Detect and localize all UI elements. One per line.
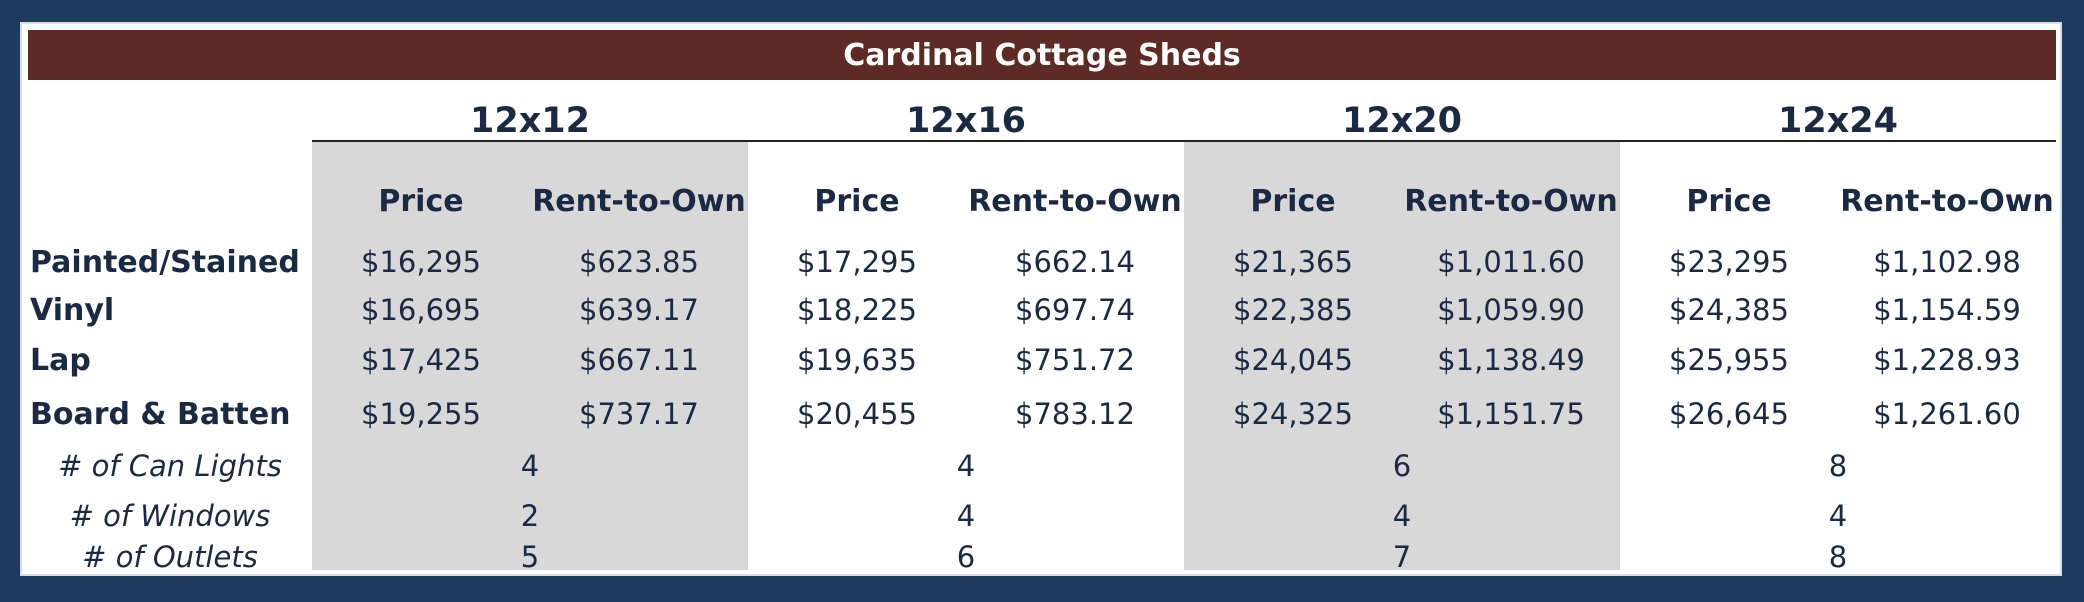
shade-band-12x12	[312, 142, 748, 570]
price-header: Price	[378, 183, 464, 219]
table-cell: $24,045	[1233, 343, 1353, 377]
feature-count: 4	[1392, 499, 1412, 533]
table-cell: $1,138.49	[1437, 343, 1585, 377]
rent-header: Rent-to-Own	[1840, 183, 2054, 219]
table-cell: $19,635	[797, 343, 917, 377]
table-cell: $697.74	[1015, 293, 1135, 327]
feature-count: 8	[1828, 449, 1848, 483]
header-divider	[312, 140, 2056, 142]
size-header-12x16: 12x16	[906, 101, 1026, 141]
table-cell: $23,295	[1669, 245, 1789, 279]
table-cell: $22,385	[1233, 293, 1353, 327]
table-cell: $17,295	[797, 245, 917, 279]
row-label: Painted/Stained	[30, 244, 300, 280]
table-cell: $1,154.59	[1873, 293, 2021, 327]
feature-count: 4	[1828, 499, 1848, 533]
row-label: Board & Batten	[30, 396, 291, 432]
feature-count: 4	[956, 449, 976, 483]
feature-count: 4	[520, 449, 540, 483]
price-header: Price	[814, 183, 900, 219]
table-cell: $1,011.60	[1437, 245, 1585, 279]
feature-label-outlets: # of Outlets	[82, 540, 258, 574]
rent-header: Rent-to-Own	[1404, 183, 1618, 219]
table-cell: $751.72	[1015, 343, 1135, 377]
feature-count: 6	[1392, 449, 1412, 483]
table-cell: $623.85	[579, 245, 699, 279]
table-cell: $1,228.93	[1873, 343, 2021, 377]
table-cell: $16,695	[361, 293, 481, 327]
size-header-12x20: 12x20	[1342, 101, 1462, 141]
table-cell: $16,295	[361, 245, 481, 279]
row-label: Lap	[30, 342, 91, 378]
table-cell: $26,645	[1669, 397, 1789, 431]
feature-count: 5	[520, 540, 540, 574]
size-header-12x12: 12x12	[470, 101, 590, 141]
shade-band-12x20	[1184, 142, 1620, 570]
feature-count: 2	[520, 499, 540, 533]
feature-label-can-lights: # of Can Lights	[58, 449, 282, 483]
feature-count: 8	[1828, 540, 1848, 574]
table-cell: $25,955	[1669, 343, 1789, 377]
rent-header: Rent-to-Own	[532, 183, 746, 219]
table-cell: $667.11	[579, 343, 699, 377]
table-cell: $737.17	[579, 397, 699, 431]
table-cell: $21,365	[1233, 245, 1353, 279]
rent-header: Rent-to-Own	[968, 183, 1182, 219]
feature-label-windows: # of Windows	[69, 499, 271, 533]
table-cell: $20,455	[797, 397, 917, 431]
table-cell: $24,385	[1669, 293, 1789, 327]
table-cell: $18,225	[797, 293, 917, 327]
price-header: Price	[1250, 183, 1336, 219]
price-header: Price	[1686, 183, 1772, 219]
table-cell: $1,151.75	[1437, 397, 1585, 431]
table-cell: $19,255	[361, 397, 481, 431]
table-cell: $17,425	[361, 343, 481, 377]
sheet-title: Cardinal Cottage Sheds	[28, 30, 2056, 80]
table-cell: $24,325	[1233, 397, 1353, 431]
table-cell: $639.17	[579, 293, 699, 327]
feature-count: 7	[1392, 540, 1412, 574]
feature-count: 6	[956, 540, 976, 574]
table-cell: $783.12	[1015, 397, 1135, 431]
table-cell: $1,102.98	[1873, 245, 2021, 279]
table-cell: $662.14	[1015, 245, 1135, 279]
price-sheet: Cardinal Cottage Sheds 12x12 12x16 12x20…	[20, 22, 2062, 576]
row-label: Vinyl	[30, 292, 115, 328]
table-cell: $1,059.90	[1437, 293, 1585, 327]
table-cell: $1,261.60	[1873, 397, 2021, 431]
feature-count: 4	[956, 499, 976, 533]
size-header-12x24: 12x24	[1778, 101, 1898, 141]
